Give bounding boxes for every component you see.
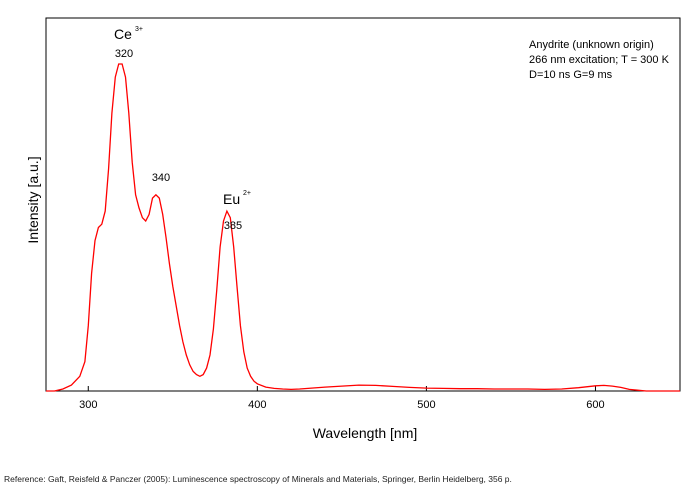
peak-label-385: 385 bbox=[224, 220, 242, 232]
x-axis-title: Wavelength [nm] bbox=[313, 425, 418, 441]
peak-label-320: 320 bbox=[115, 48, 133, 60]
peak-label-340: 340 bbox=[152, 172, 170, 184]
reference-note: Reference: Gaft, Reisfeld & Panczer (200… bbox=[4, 474, 512, 484]
x-ticks: 300 400 500 600 bbox=[79, 386, 605, 411]
ion-label-eu: Eu bbox=[223, 191, 240, 207]
x-tick-label-400: 400 bbox=[248, 399, 266, 411]
x-tick-label-600: 600 bbox=[586, 399, 604, 411]
spectrum-line bbox=[46, 63, 680, 392]
info-line-2: 266 nm excitation; T = 300 K bbox=[529, 54, 670, 66]
x-tick-label-500: 500 bbox=[417, 399, 435, 411]
x-tick-label-300: 300 bbox=[79, 399, 97, 411]
info-line-3: D=10 ns G=9 ms bbox=[529, 69, 613, 81]
ion-charge-ce: 3+ bbox=[135, 26, 143, 33]
ion-charge-eu: 2+ bbox=[243, 190, 251, 197]
plot-frame bbox=[45, 17, 681, 392]
ion-label-ce: Ce bbox=[114, 26, 132, 42]
info-line-1: Anydrite (unknown origin) bbox=[529, 39, 654, 51]
y-axis-title: Intensity [a.u.] bbox=[25, 156, 41, 243]
